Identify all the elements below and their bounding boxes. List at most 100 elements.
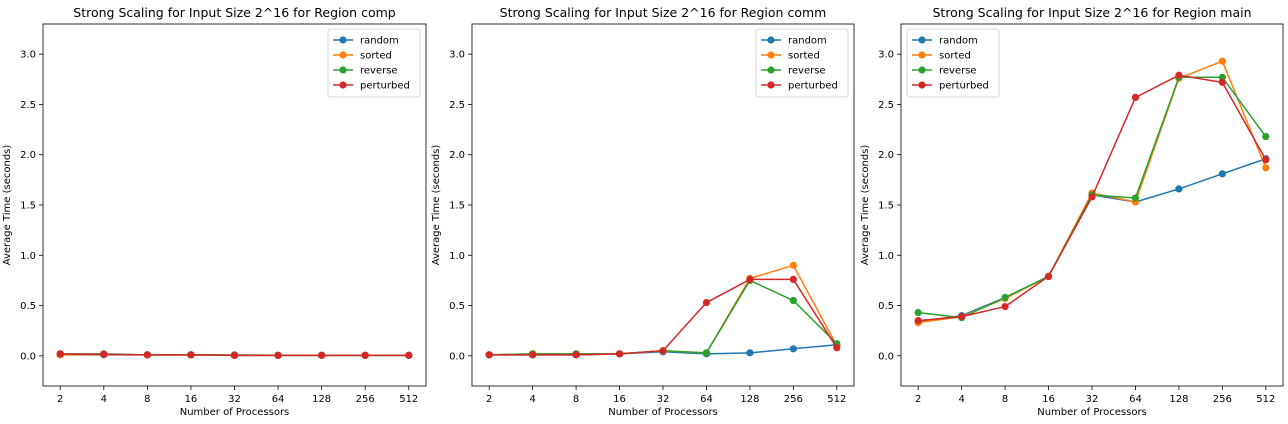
- data-point-perturbed: [274, 351, 282, 359]
- data-point-sorted: [789, 261, 797, 269]
- legend-marker-reverse: [918, 66, 926, 74]
- legend-label-reverse: reverse: [939, 66, 977, 77]
- x-tick-label: 256: [1213, 394, 1232, 405]
- y-tick-label: 2.0: [20, 150, 36, 161]
- legend-box: [755, 28, 849, 98]
- y-axis-label: Average Time (seconds): [860, 145, 871, 266]
- data-point-perturbed: [1001, 302, 1009, 311]
- legend-marker-random: [339, 36, 347, 44]
- legend-label-perturbed: perturbed: [788, 81, 838, 92]
- data-point-random: [789, 345, 797, 353]
- chart-panel-2: Strong Scaling for Input Size 2^16 for R…: [431, 5, 855, 418]
- x-tick-label: 32: [1086, 394, 1099, 405]
- y-tick-label: 2.5: [20, 100, 36, 111]
- legend-label-reverse: reverse: [360, 66, 398, 77]
- series-perturbed: [914, 71, 1270, 325]
- y-tick-label: 2.5: [449, 100, 465, 111]
- x-tick-label: 4: [101, 394, 107, 405]
- data-point-perturbed: [1044, 272, 1053, 280]
- data-point-perturbed: [1262, 156, 1270, 164]
- data-point-reverse: [1218, 73, 1226, 81]
- y-tick-label: 0.5: [449, 301, 465, 312]
- x-tick-label: 64: [700, 394, 713, 405]
- legend-marker-random: [918, 36, 926, 44]
- x-tick-label: 16: [1042, 394, 1055, 405]
- data-point-perturbed: [914, 317, 922, 325]
- data-point-perturbed: [958, 313, 966, 321]
- series-perturbed: [485, 275, 841, 359]
- data-point-reverse: [1001, 293, 1009, 302]
- x-tick-label: 2: [57, 394, 63, 405]
- x-tick-label: 128: [740, 394, 759, 405]
- y-tick-label: 0.5: [878, 301, 894, 312]
- data-point-perturbed: [318, 351, 326, 359]
- x-tick-label: 128: [312, 394, 331, 405]
- legend-marker-perturbed: [918, 81, 926, 89]
- data-point-perturbed: [1131, 93, 1140, 102]
- data-point-perturbed: [659, 347, 667, 355]
- data-point-perturbed: [615, 350, 624, 358]
- legend: random sorted reverse perturbed: [755, 28, 849, 98]
- y-axis-label: Average Time (seconds): [2, 145, 13, 266]
- data-point-sorted: [1262, 164, 1270, 172]
- series-perturbed: [56, 350, 413, 359]
- y-tick-label: 2.0: [449, 150, 465, 161]
- y-tick-label: 3.0: [449, 50, 465, 61]
- legend-marker-reverse: [767, 66, 775, 74]
- legend-marker-sorted: [767, 51, 775, 59]
- legend: random sorted reverse perturbed: [327, 28, 421, 98]
- data-point-reverse: [1262, 133, 1270, 141]
- x-tick-label: 512: [1256, 394, 1275, 405]
- x-axis-label: Number of Processors: [608, 407, 718, 418]
- x-tick-label: 2: [915, 394, 921, 405]
- data-point-perturbed: [230, 351, 239, 359]
- x-tick-label: 512: [399, 394, 418, 405]
- data-point-reverse: [789, 296, 797, 305]
- data-point-random: [1218, 170, 1226, 178]
- legend-label-reverse: reverse: [788, 66, 826, 77]
- y-tick-label: 2.0: [878, 150, 894, 161]
- y-axis-label: Average Time (seconds): [431, 145, 442, 266]
- legend-label-random: random: [360, 36, 399, 47]
- chart-title: Strong Scaling for Input Size 2^16 for R…: [500, 5, 827, 20]
- legend-label-sorted: sorted: [939, 51, 971, 62]
- x-tick-label: 4: [958, 394, 964, 405]
- chart-panel-3: Strong Scaling for Input Size 2^16 for R…: [860, 5, 1284, 418]
- data-point-perturbed: [1088, 193, 1096, 201]
- x-tick-label: 64: [272, 394, 285, 405]
- legend-label-sorted: sorted: [360, 51, 392, 62]
- data-point-perturbed: [1175, 71, 1183, 79]
- data-point-perturbed: [405, 351, 413, 359]
- legend: random sorted reverse perturbed: [906, 28, 1000, 98]
- data-point-perturbed: [56, 350, 64, 358]
- y-tick-label: 0.0: [20, 351, 36, 362]
- legend-label-random: random: [788, 36, 827, 47]
- y-tick-label: 1.5: [449, 201, 465, 212]
- y-tick-label: 3.0: [878, 50, 894, 61]
- legend-box: [906, 28, 1000, 98]
- data-point-reverse: [1131, 194, 1140, 202]
- legend-marker-perturbed: [339, 81, 347, 89]
- x-tick-label: 8: [1002, 394, 1008, 405]
- x-tick-label: 128: [1169, 394, 1188, 405]
- data-point-perturbed: [572, 351, 580, 359]
- data-point-reverse: [702, 349, 711, 357]
- legend-label-perturbed: perturbed: [360, 81, 410, 92]
- y-tick-label: 0.0: [449, 351, 465, 362]
- y-tick-label: 1.5: [878, 201, 894, 212]
- legend-marker-reverse: [339, 66, 347, 74]
- x-tick-label: 32: [228, 394, 241, 405]
- y-tick-label: 1.5: [20, 201, 36, 212]
- x-tick-label: 32: [657, 394, 670, 405]
- data-point-random: [1175, 185, 1183, 193]
- x-axis-label: Number of Processors: [1037, 407, 1147, 418]
- legend-marker-random: [767, 36, 775, 44]
- x-tick-label: 2: [486, 394, 492, 405]
- chart-panel-1: Strong Scaling for Input Size 2^16 for R…: [2, 5, 427, 418]
- data-point-perturbed: [187, 351, 195, 359]
- data-point-perturbed: [833, 344, 841, 352]
- legend-marker-sorted: [339, 51, 347, 59]
- x-tick-label: 4: [529, 394, 535, 405]
- data-point-perturbed: [485, 351, 493, 359]
- data-point-perturbed: [529, 351, 537, 359]
